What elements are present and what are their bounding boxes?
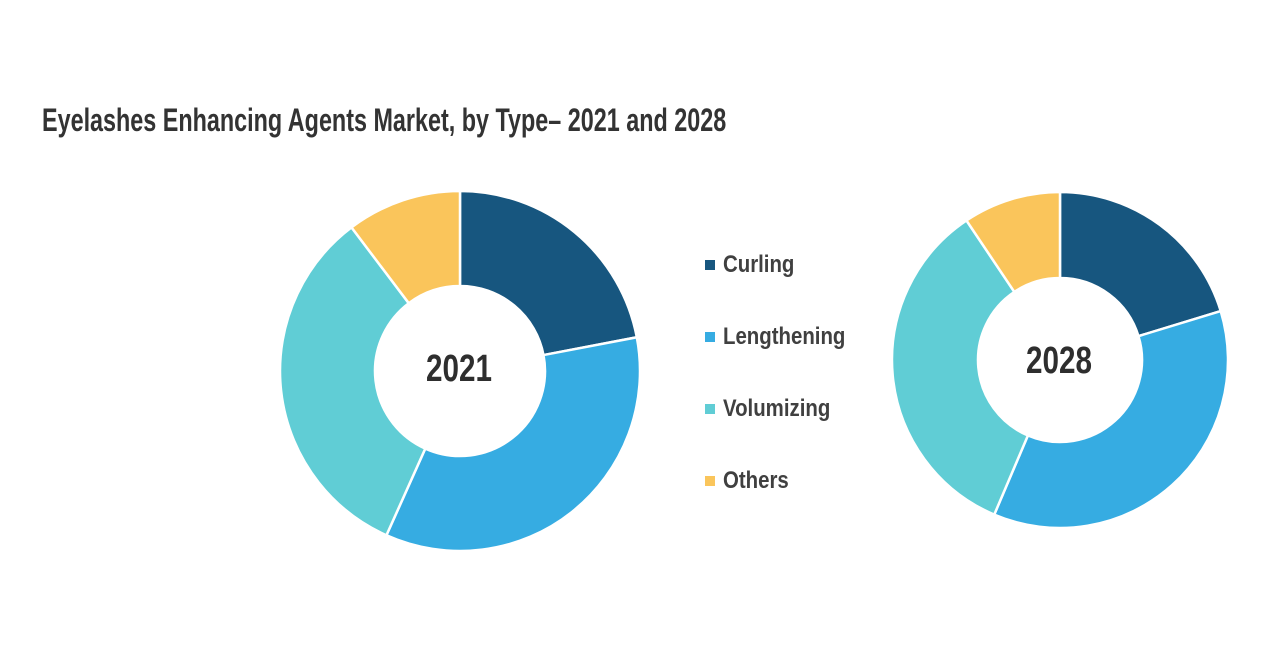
chart-title: Eyelashes Enhancing Agents Market, by Ty… (42, 102, 727, 138)
donut-slice-2021-others (349, 189, 462, 305)
legend-label-volumizing: Volumizing (723, 395, 831, 422)
volumizing-swatch-icon (705, 404, 715, 414)
curling-swatch-icon (705, 260, 715, 270)
donut-chart-2028 (890, 190, 1230, 530)
legend-label-lengthening: Lengthening (723, 323, 846, 350)
donut-slice-2028-others (964, 190, 1062, 294)
legend-label-others: Others (723, 467, 789, 494)
lengthening-swatch-icon (705, 332, 715, 342)
others-swatch-icon (705, 476, 715, 486)
donut-center-label-2021: 2021 (426, 348, 492, 390)
donut-center-label-2028: 2028 (1026, 340, 1092, 382)
legend-item-others: Others (705, 469, 867, 493)
legend-label-curling: Curling (723, 251, 795, 278)
legend: Curling Lengthening Volumizing Others (705, 253, 867, 493)
donut-slice-2028-volumizing (890, 218, 1030, 517)
legend-item-volumizing: Volumizing (705, 397, 867, 421)
donut-slice-2021-lengthening (384, 335, 642, 553)
donut-slice-2028-lengthening (992, 309, 1230, 530)
donut-slice-2021-curling (458, 189, 639, 357)
donut-chart-2021 (278, 189, 642, 553)
legend-item-curling: Curling (705, 253, 867, 277)
donut-slice-2021-volumizing (278, 225, 427, 537)
donut-slice-2028-curling (1058, 190, 1223, 338)
legend-item-lengthening: Lengthening (705, 325, 867, 349)
